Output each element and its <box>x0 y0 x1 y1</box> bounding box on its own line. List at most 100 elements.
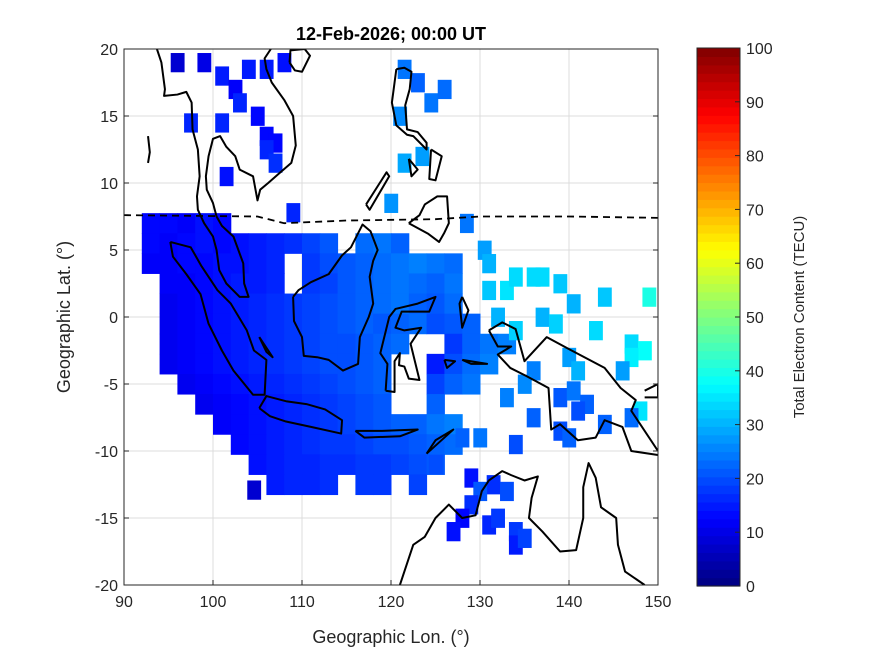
colorbar-segment <box>697 241 740 251</box>
tec-cell <box>391 233 410 254</box>
colorbar-tick-label: 20 <box>746 471 764 488</box>
tec-cell <box>302 273 321 295</box>
colorbar-segment <box>697 560 740 570</box>
x-tick-label: 90 <box>115 594 133 611</box>
tec-cell <box>213 313 232 335</box>
tec-cell <box>319 454 339 475</box>
tec-cell <box>482 280 497 301</box>
colorbar-segment <box>697 291 740 301</box>
coastline <box>488 329 658 457</box>
tec-cell <box>230 414 250 435</box>
colorbar-label: Total Electron Content (TECU) <box>791 216 808 419</box>
tec-cell <box>233 93 247 113</box>
tec-cell <box>195 333 214 355</box>
tec-cell <box>482 254 497 274</box>
tec-cell <box>408 434 428 455</box>
tec-cell <box>159 353 178 375</box>
tec-cell <box>355 373 374 395</box>
tec-cell <box>302 253 321 274</box>
y-tick-label: 20 <box>100 42 118 59</box>
tec-cell <box>426 414 445 435</box>
tec-cell <box>589 321 603 341</box>
colorbar-segment <box>697 232 740 242</box>
colorbar-segment <box>697 199 740 209</box>
tec-cell <box>615 361 630 381</box>
x-axis-label: Geographic Lon. (°) <box>312 627 469 647</box>
tec-cell <box>391 454 410 475</box>
tec-cell <box>230 233 250 254</box>
colorbar-segment <box>697 392 740 402</box>
tec-cell <box>195 394 214 415</box>
tec-cell <box>444 273 463 295</box>
tec-cell <box>397 59 412 79</box>
tec-cell <box>337 353 356 375</box>
tec-cell <box>230 353 250 375</box>
tec-cell <box>408 454 428 475</box>
tec-cell <box>391 273 410 295</box>
tec-cell <box>266 474 285 496</box>
tec-cell <box>508 434 523 455</box>
tec-cell <box>355 434 374 455</box>
colorbar-segment <box>697 81 740 91</box>
tec-cell <box>444 253 463 274</box>
coastline <box>379 295 437 394</box>
tec-cell <box>195 293 214 315</box>
tec-cell <box>319 313 339 335</box>
tec-cell <box>177 253 196 274</box>
colorbar: 0 10 20 30 40 50 60 70 80 90 100 <box>696 41 773 596</box>
tec-cell <box>548 314 563 334</box>
colorbar-segment <box>697 224 740 234</box>
tec-cell <box>284 333 303 355</box>
tec-cell <box>266 313 285 335</box>
tec-cell <box>337 313 356 335</box>
colorbar-segment <box>697 426 740 436</box>
coastline <box>408 195 450 243</box>
colorbar-segment <box>697 552 740 562</box>
colorbar-segment <box>697 577 740 587</box>
colorbar-segment <box>697 283 740 293</box>
tec-cell <box>195 373 214 395</box>
tec-cell <box>444 333 463 355</box>
colorbar-segment <box>697 258 740 268</box>
coastline <box>488 321 658 452</box>
y-tick-label: 10 <box>100 176 118 193</box>
tec-cell <box>302 233 321 254</box>
tec-cell <box>355 253 374 274</box>
colorbar-segment <box>697 308 740 318</box>
tec-cell <box>170 53 185 73</box>
tec-cell <box>266 253 285 274</box>
colorbar-segment <box>697 510 740 520</box>
tec-cell <box>284 454 303 475</box>
colorbar-segment <box>697 476 740 486</box>
tec-cell <box>459 213 474 234</box>
tec-cell <box>384 193 399 213</box>
y-axis-label: Geographic Lat. (°) <box>54 241 74 393</box>
colorbar-segment <box>697 148 740 158</box>
tec-cell <box>284 353 303 375</box>
colorbar-segment <box>697 325 740 335</box>
tec-cell <box>526 408 541 428</box>
tec-cell <box>215 113 230 133</box>
tec-cell <box>319 434 339 455</box>
x-tick-label: 150 <box>645 594 672 611</box>
colorbar-segment <box>697 518 740 528</box>
colorbar-segment <box>697 266 740 276</box>
tec-cell <box>426 373 445 395</box>
colorbar-segment <box>697 64 740 74</box>
colorbar-segment <box>697 434 740 444</box>
tec-cell <box>248 293 267 315</box>
colorbar-segment <box>697 274 740 284</box>
tec-cell <box>266 373 285 395</box>
tec-cell <box>213 253 232 274</box>
coastline <box>428 148 443 182</box>
coastline <box>398 462 646 585</box>
coastline <box>443 358 457 369</box>
tec-cell <box>391 434 410 455</box>
tec-cell <box>373 434 392 455</box>
tec-cell <box>284 474 303 496</box>
colorbar-segment <box>697 73 740 83</box>
tec-cell <box>393 106 408 126</box>
colorbar-segment <box>697 543 740 553</box>
tec-cell <box>566 294 581 314</box>
tec-cell <box>230 373 250 395</box>
